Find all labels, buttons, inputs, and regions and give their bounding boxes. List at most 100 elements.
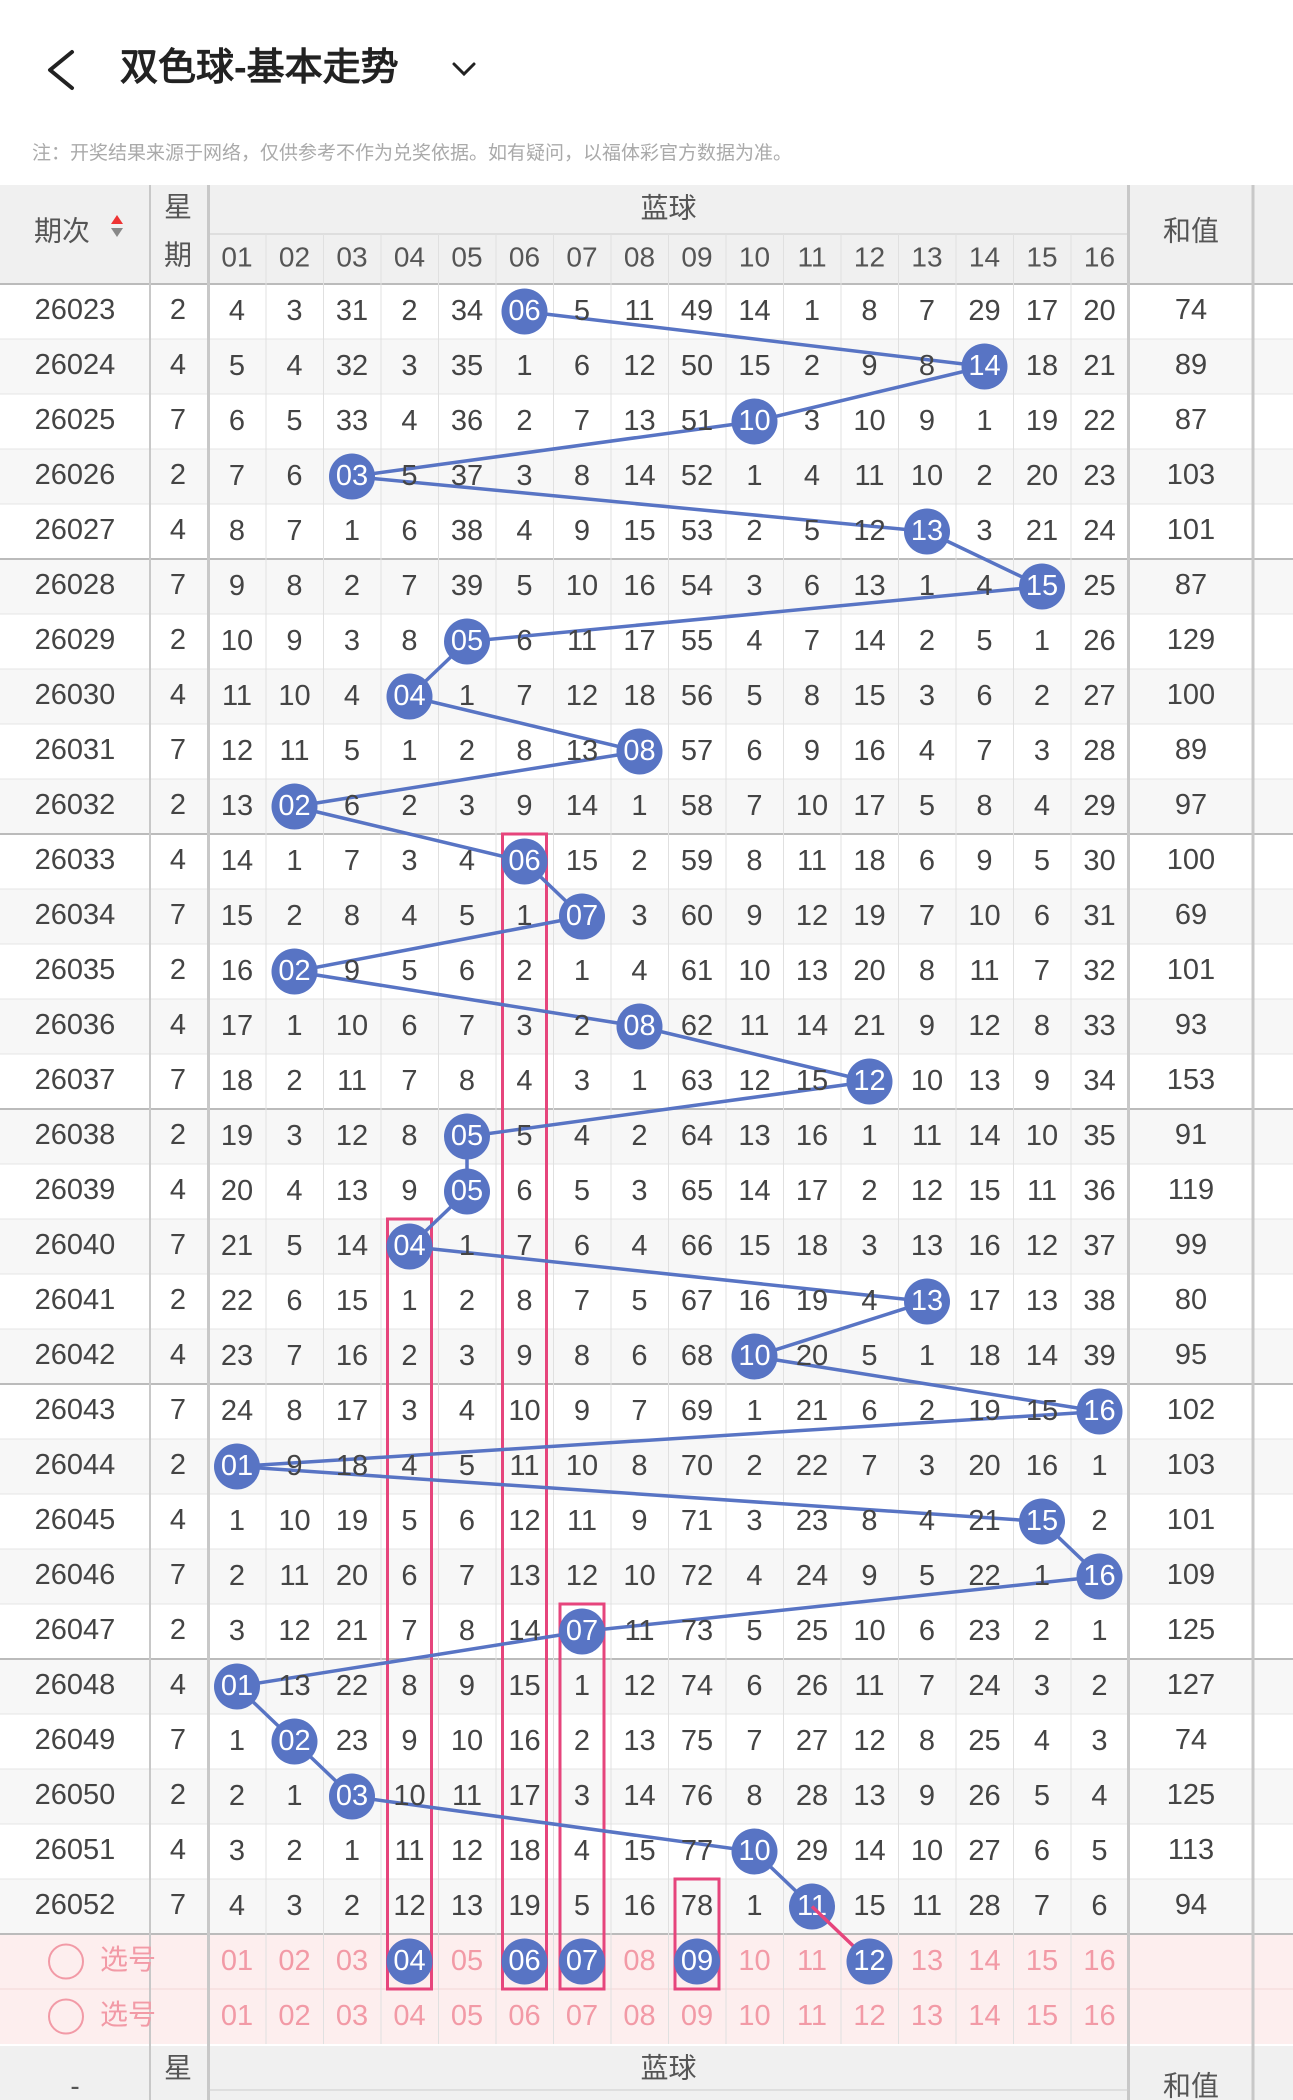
miss-count: 21 xyxy=(968,1505,1000,1537)
miss-count: 3 xyxy=(459,1340,475,1372)
issue: 26031 xyxy=(35,734,116,766)
column-header: 06 xyxy=(509,241,540,272)
miss-count: 13 xyxy=(623,1725,655,1757)
ball[interactable] xyxy=(559,1938,605,1985)
select-number: 03 xyxy=(336,1945,368,1977)
miss-count: 56 xyxy=(681,680,713,712)
miss-count: 1 xyxy=(286,1010,302,1042)
miss-count: 2 xyxy=(574,1010,590,1042)
ball[interactable] xyxy=(846,1938,893,1985)
miss-count: 14 xyxy=(1026,1340,1058,1372)
miss-count: 14 xyxy=(738,295,770,327)
miss-count: 5 xyxy=(286,1230,302,1262)
weekday: 4 xyxy=(170,514,186,546)
miss-count: 8 xyxy=(516,735,532,767)
miss-count: 15 xyxy=(738,350,770,382)
select-number: 05 xyxy=(451,1945,483,1977)
miss-count: 17 xyxy=(1026,295,1058,327)
miss-count: 8 xyxy=(746,845,762,877)
ball-number: 15 xyxy=(1026,570,1058,602)
sum: 74 xyxy=(1175,1724,1207,1756)
header-issue: 期次 xyxy=(34,215,90,246)
miss-count: 3 xyxy=(631,1175,647,1207)
miss-count: 2 xyxy=(229,1780,245,1812)
miss-count: 60 xyxy=(681,900,713,932)
miss-count: 1 xyxy=(919,570,935,602)
miss-count: 6 xyxy=(344,790,360,822)
miss-count: 5 xyxy=(516,1120,532,1152)
issue: 26047 xyxy=(35,1614,116,1646)
miss-count: 13 xyxy=(1026,1285,1058,1317)
issue: 26040 xyxy=(35,1229,116,1261)
weekday: 4 xyxy=(170,679,186,711)
miss-count: 4 xyxy=(401,1450,417,1482)
select-number: 01 xyxy=(221,1945,253,1977)
dropdown-icon[interactable] xyxy=(452,62,476,77)
miss-count: 7 xyxy=(574,1285,590,1317)
miss-count: 10 xyxy=(1026,1120,1058,1152)
miss-count: 10 xyxy=(853,1615,885,1647)
miss-count: 20 xyxy=(1083,295,1115,327)
ball[interactable] xyxy=(386,1938,433,1985)
miss-count: 2 xyxy=(516,405,532,437)
row-bg xyxy=(0,779,1293,834)
miss-count: 9 xyxy=(804,735,820,767)
row-bg xyxy=(0,889,1293,944)
miss-count: 1 xyxy=(1091,1615,1107,1647)
miss-count: 8 xyxy=(919,955,935,987)
weekday: 4 xyxy=(170,1009,186,1041)
weekday: 7 xyxy=(170,734,186,766)
ball[interactable] xyxy=(501,1938,548,1985)
miss-count: 38 xyxy=(451,515,483,547)
issue: 26048 xyxy=(35,1669,116,1701)
miss-count: 9 xyxy=(631,1505,647,1537)
miss-count: 9 xyxy=(574,515,590,547)
miss-count: 9 xyxy=(286,625,302,657)
miss-count: 9 xyxy=(861,350,877,382)
miss-count: 16 xyxy=(1026,1450,1058,1482)
miss-count: 15 xyxy=(968,1175,1000,1207)
miss-count: 9 xyxy=(861,1560,877,1592)
miss-count: 12 xyxy=(623,350,655,382)
miss-count: 19 xyxy=(968,1395,1000,1427)
miss-count: 68 xyxy=(681,1340,713,1372)
miss-count: 19 xyxy=(796,1285,828,1317)
header-weekday: 期 xyxy=(164,239,192,270)
miss-count: 36 xyxy=(1083,1175,1115,1207)
page-title: 双色球-基本走势 xyxy=(120,47,399,89)
row-bg xyxy=(0,669,1293,724)
miss-count: 4 xyxy=(344,680,360,712)
miss-count: 6 xyxy=(746,1670,762,1702)
miss-count: 2 xyxy=(229,1560,245,1592)
issue: 26036 xyxy=(35,1009,116,1041)
miss-count: 5 xyxy=(344,735,360,767)
miss-count: 4 xyxy=(804,460,820,492)
miss-count: 8 xyxy=(861,295,877,327)
miss-count: 15 xyxy=(1026,1395,1058,1427)
sum: 94 xyxy=(1175,1889,1207,1921)
miss-count: 6 xyxy=(516,1175,532,1207)
miss-count: 64 xyxy=(681,1120,713,1152)
ball[interactable] xyxy=(674,1938,720,1985)
miss-count: 11 xyxy=(279,735,309,767)
miss-count: 8 xyxy=(861,1505,877,1537)
select-number: 14 xyxy=(968,2000,1000,2032)
weekday: 2 xyxy=(170,624,186,656)
sum: 125 xyxy=(1167,1779,1215,1811)
miss-count: 19 xyxy=(1026,405,1058,437)
sum: 93 xyxy=(1175,1009,1207,1041)
miss-count: 5 xyxy=(574,295,590,327)
miss-count: 1 xyxy=(1091,1450,1107,1482)
ball-number: 01 xyxy=(221,1670,253,1702)
miss-count: 15 xyxy=(623,1835,655,1867)
sum: 91 xyxy=(1175,1119,1207,1151)
miss-count: 11 xyxy=(222,680,252,712)
ball-number: 01 xyxy=(221,1450,253,1482)
miss-count: 3 xyxy=(574,1065,590,1097)
sum: 74 xyxy=(1175,294,1207,326)
miss-count: 7 xyxy=(1034,1890,1050,1922)
column-header: 08 xyxy=(624,241,655,272)
miss-count: 11 xyxy=(452,1780,482,1812)
back-button[interactable] xyxy=(48,50,74,90)
select-number: 06 xyxy=(508,2000,540,2032)
